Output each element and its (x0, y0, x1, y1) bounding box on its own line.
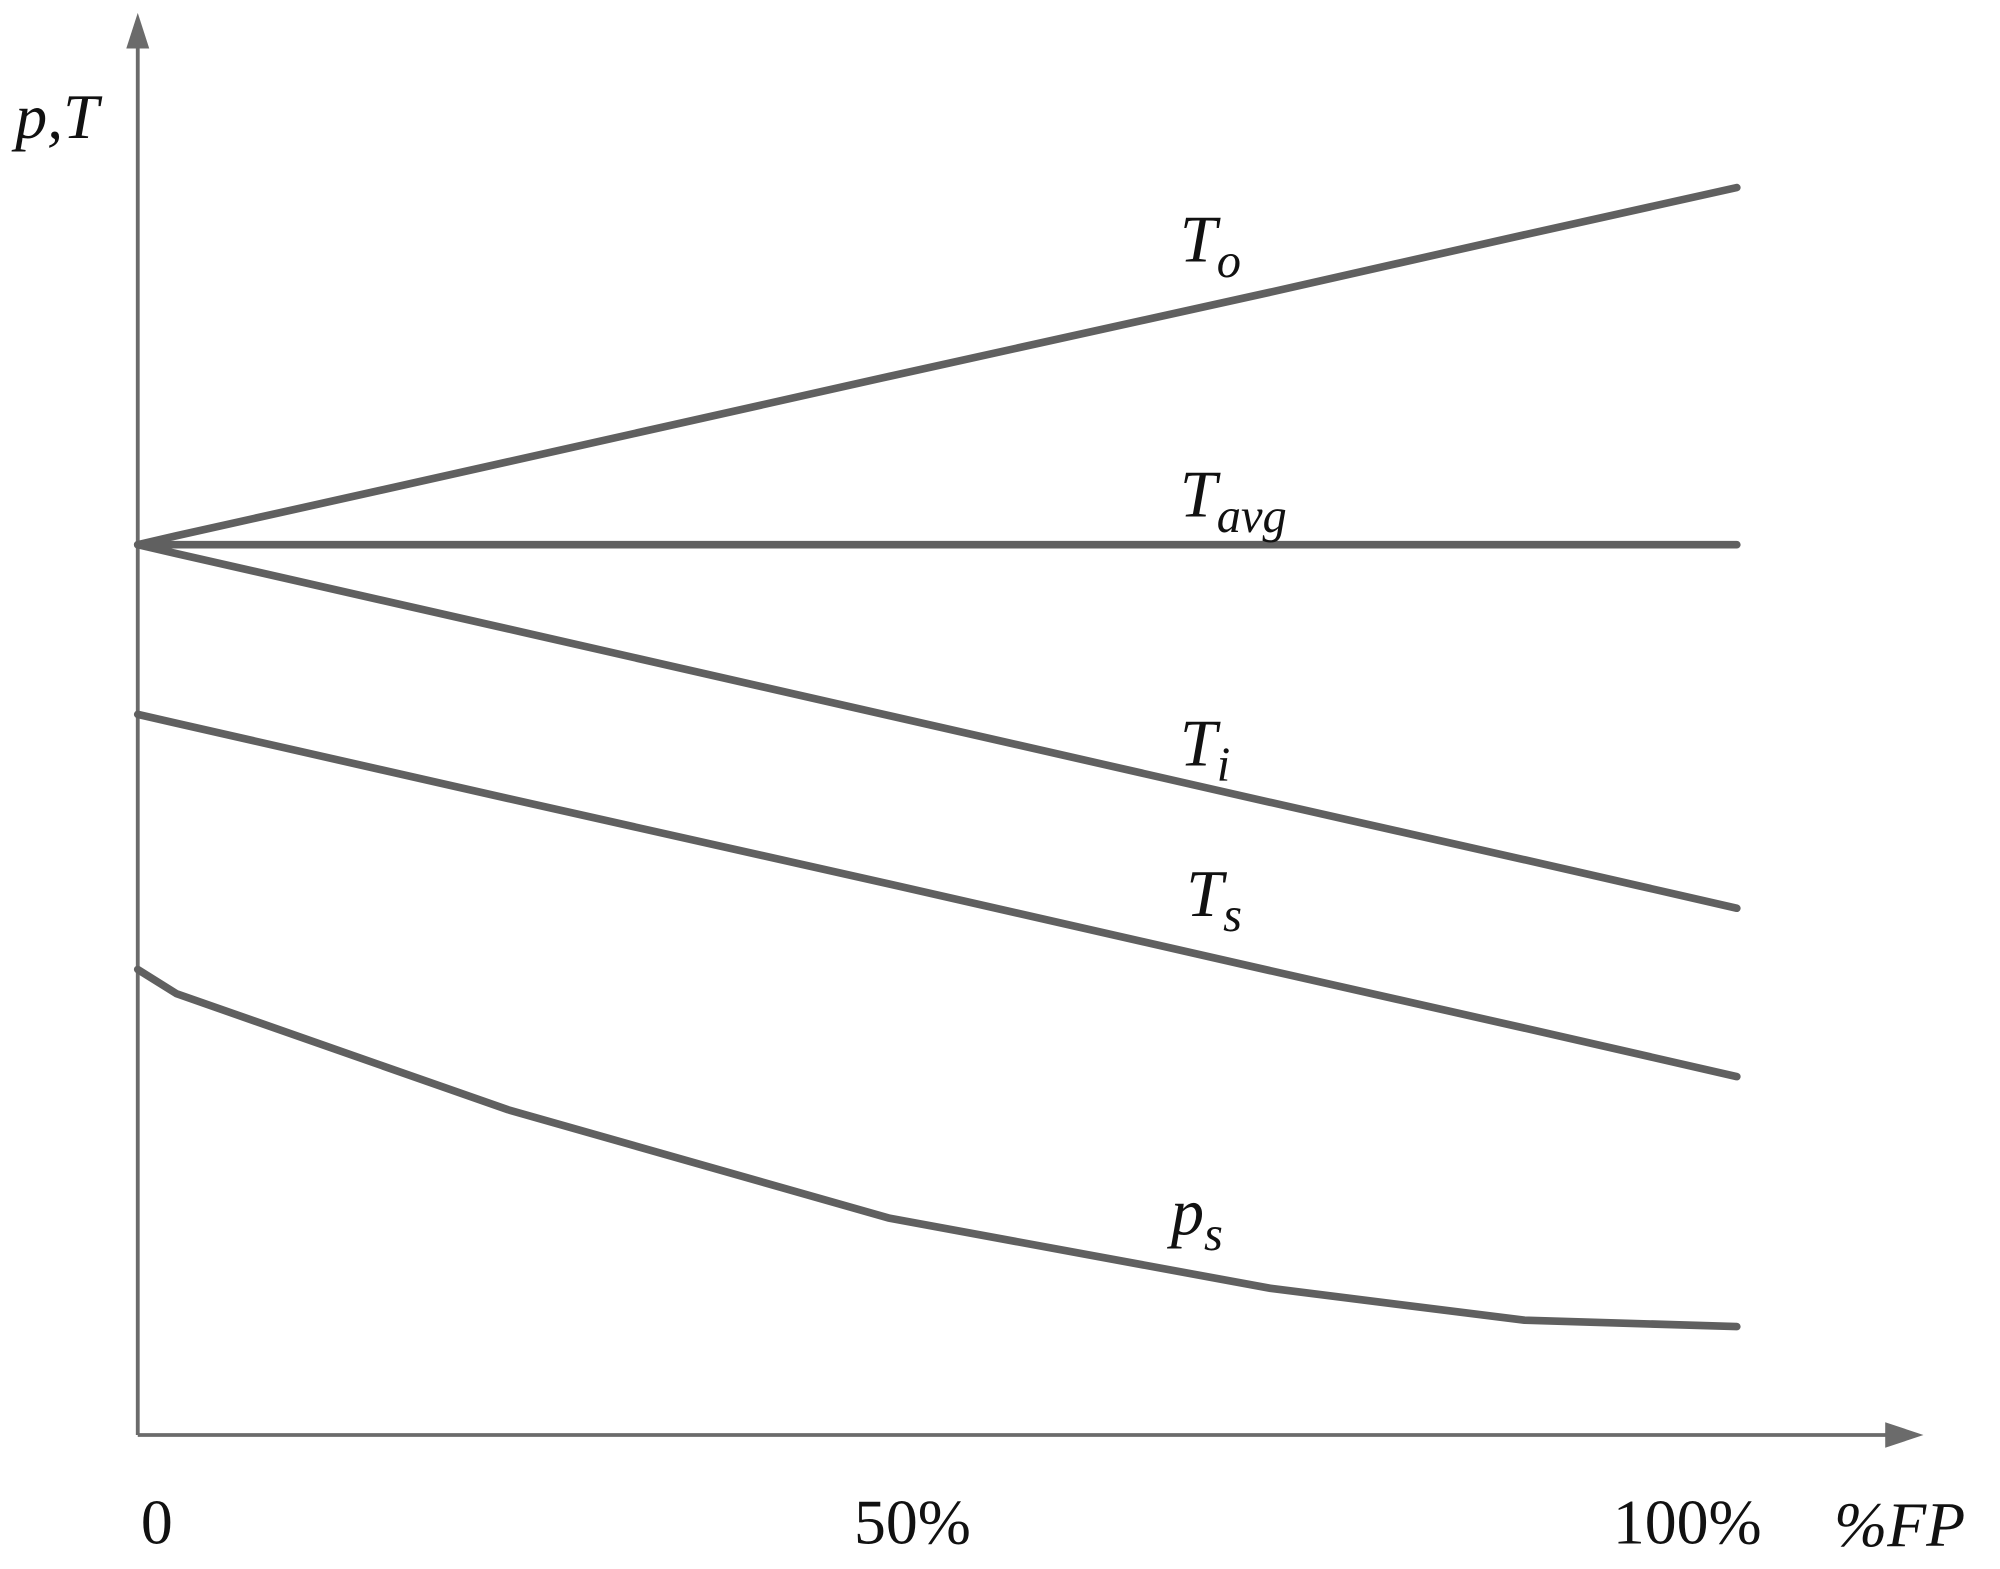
series-line (133, 183, 1741, 549)
series-line (133, 710, 1741, 1081)
x-axis-label: %FP (1834, 1489, 1965, 1560)
x-tick-label: 100% (1613, 1486, 1762, 1557)
series-label: Ti (1180, 707, 1230, 791)
series-label: ps (1167, 1177, 1223, 1261)
y-axis-arrow (126, 12, 150, 49)
series-line (133, 540, 1741, 913)
x-axis-arrow (1885, 1422, 1924, 1448)
series-label: Tavg (1180, 459, 1287, 543)
x-tick-label: 50% (854, 1486, 971, 1557)
series-label: Ts (1186, 858, 1242, 942)
x-tick-label: 0 (141, 1486, 173, 1557)
series-label: To (1180, 204, 1241, 288)
y-axis-label: p,T (11, 81, 103, 152)
series-line (133, 965, 1741, 1331)
